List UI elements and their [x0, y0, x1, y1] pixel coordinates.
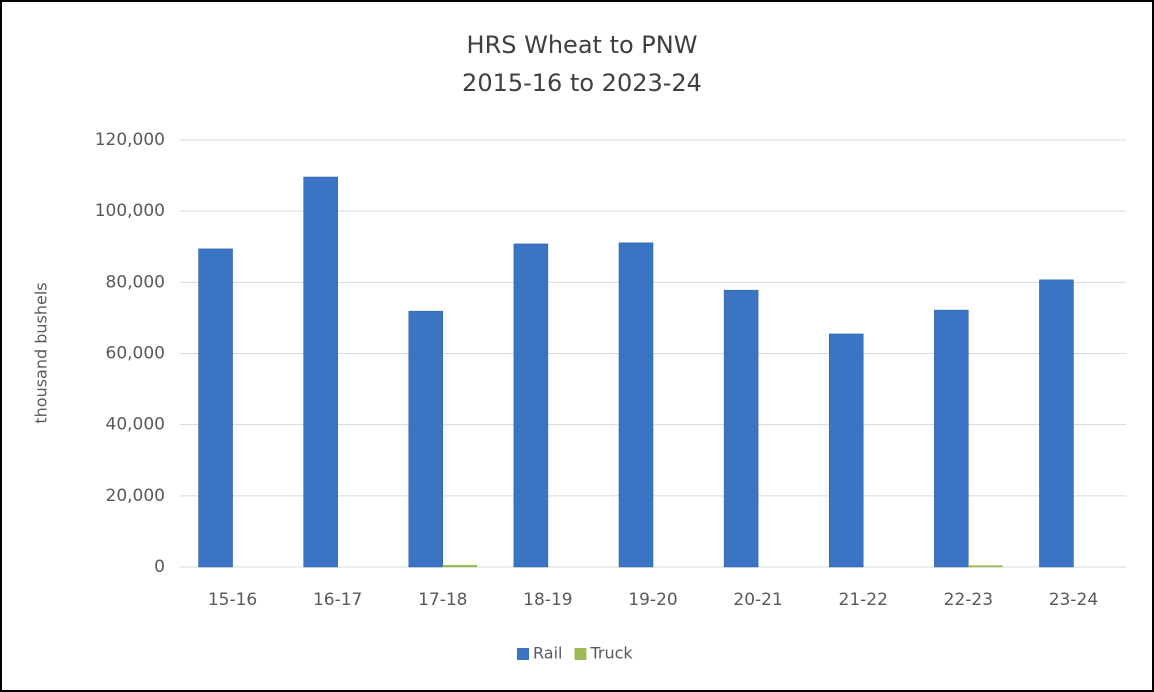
- legend-label: Rail: [533, 644, 562, 663]
- x-tick-label: 16-17: [313, 590, 362, 610]
- bar: [934, 309, 969, 568]
- x-tick-label: 19-20: [628, 590, 677, 610]
- chart-subtitle: 2015-16 to 2023-24: [462, 69, 702, 97]
- bar: [968, 565, 1003, 568]
- bar: [1039, 279, 1074, 568]
- y-tick-label: 120,000: [95, 130, 165, 150]
- y-axis-label: thousand bushels: [32, 282, 51, 423]
- legend-swatch: [574, 648, 587, 660]
- x-tick-label: 18-19: [523, 590, 572, 610]
- y-tick-label: 100,000: [95, 201, 165, 221]
- x-tick-label: 17-18: [418, 590, 467, 610]
- bar: [723, 289, 759, 568]
- bar: [303, 176, 338, 568]
- bar: [618, 242, 654, 568]
- x-tick-label: 15-16: [208, 590, 257, 610]
- legend-label: Truck: [589, 644, 633, 663]
- bar: [513, 243, 549, 568]
- bar: [828, 333, 864, 568]
- bar: [408, 310, 444, 568]
- y-tick-label: 40,000: [106, 415, 165, 435]
- x-tick-label: 22-23: [944, 590, 993, 610]
- x-tick-label: 23-24: [1049, 590, 1098, 610]
- x-tick-label: 20-21: [733, 590, 782, 610]
- chart-title: HRS Wheat to PNW: [467, 31, 698, 59]
- bar: [442, 564, 478, 568]
- y-tick-label: 20,000: [106, 486, 165, 506]
- x-tick-label: 21-22: [839, 590, 888, 610]
- y-tick-label: 80,000: [106, 272, 165, 292]
- y-tick-label: 0: [154, 557, 165, 577]
- bar: [198, 248, 233, 568]
- legend-swatch: [517, 648, 529, 660]
- y-tick-label: 60,000: [106, 344, 165, 364]
